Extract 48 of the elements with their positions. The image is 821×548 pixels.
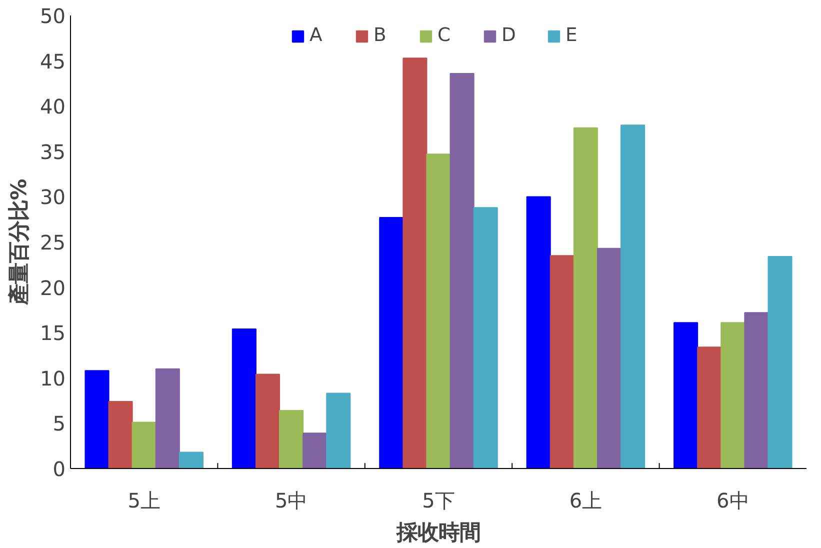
bar xyxy=(426,154,451,468)
y-tick-label: 35 xyxy=(40,140,66,164)
legend-label: D xyxy=(502,25,517,46)
y-tick-label: 25 xyxy=(40,230,66,254)
bar xyxy=(379,217,404,468)
bar xyxy=(720,322,746,468)
y-tick-label: 50 xyxy=(40,4,66,28)
bar xyxy=(550,255,574,468)
bar xyxy=(155,368,180,468)
bar xyxy=(768,256,792,468)
bar xyxy=(232,328,256,468)
bar xyxy=(526,196,551,468)
legend-label: E xyxy=(566,25,578,46)
bar xyxy=(132,422,156,468)
x-tick-label: 5中 xyxy=(274,488,308,512)
bar xyxy=(744,312,769,468)
bar xyxy=(573,127,598,468)
y-tick-label: 20 xyxy=(40,276,66,300)
bar xyxy=(450,72,474,468)
y-tick-label: 5 xyxy=(52,412,66,436)
bar xyxy=(178,452,204,468)
bar xyxy=(620,124,646,468)
legend-label: B xyxy=(374,25,388,46)
bar xyxy=(596,248,622,468)
legend-label: A xyxy=(310,25,324,46)
bar xyxy=(697,346,722,468)
bar xyxy=(402,58,428,468)
bar xyxy=(108,400,133,468)
bar xyxy=(255,374,280,468)
y-tick-label: 15 xyxy=(40,321,66,346)
x-tick-label: 6上 xyxy=(569,488,602,512)
x-tick-label: 5下 xyxy=(422,488,455,512)
x-tick-label: 6中 xyxy=(716,488,750,512)
bar xyxy=(674,322,698,468)
y-axis-title: 產量百分比% xyxy=(7,178,32,306)
x-axis-title: 採收時間 xyxy=(396,520,480,546)
y-tick-label: 40 xyxy=(40,94,66,119)
bar xyxy=(279,410,304,468)
bar xyxy=(326,392,351,468)
y-tick-label: 0 xyxy=(52,457,66,481)
legend-label: C xyxy=(438,25,452,46)
y-tick-label: 45 xyxy=(40,49,66,74)
y-tick-label: 10 xyxy=(40,366,66,390)
bar xyxy=(473,207,498,468)
y-tick-label: 30 xyxy=(40,185,66,210)
bar xyxy=(84,370,110,468)
bar xyxy=(302,432,328,468)
x-tick-label: 5上 xyxy=(128,488,160,512)
